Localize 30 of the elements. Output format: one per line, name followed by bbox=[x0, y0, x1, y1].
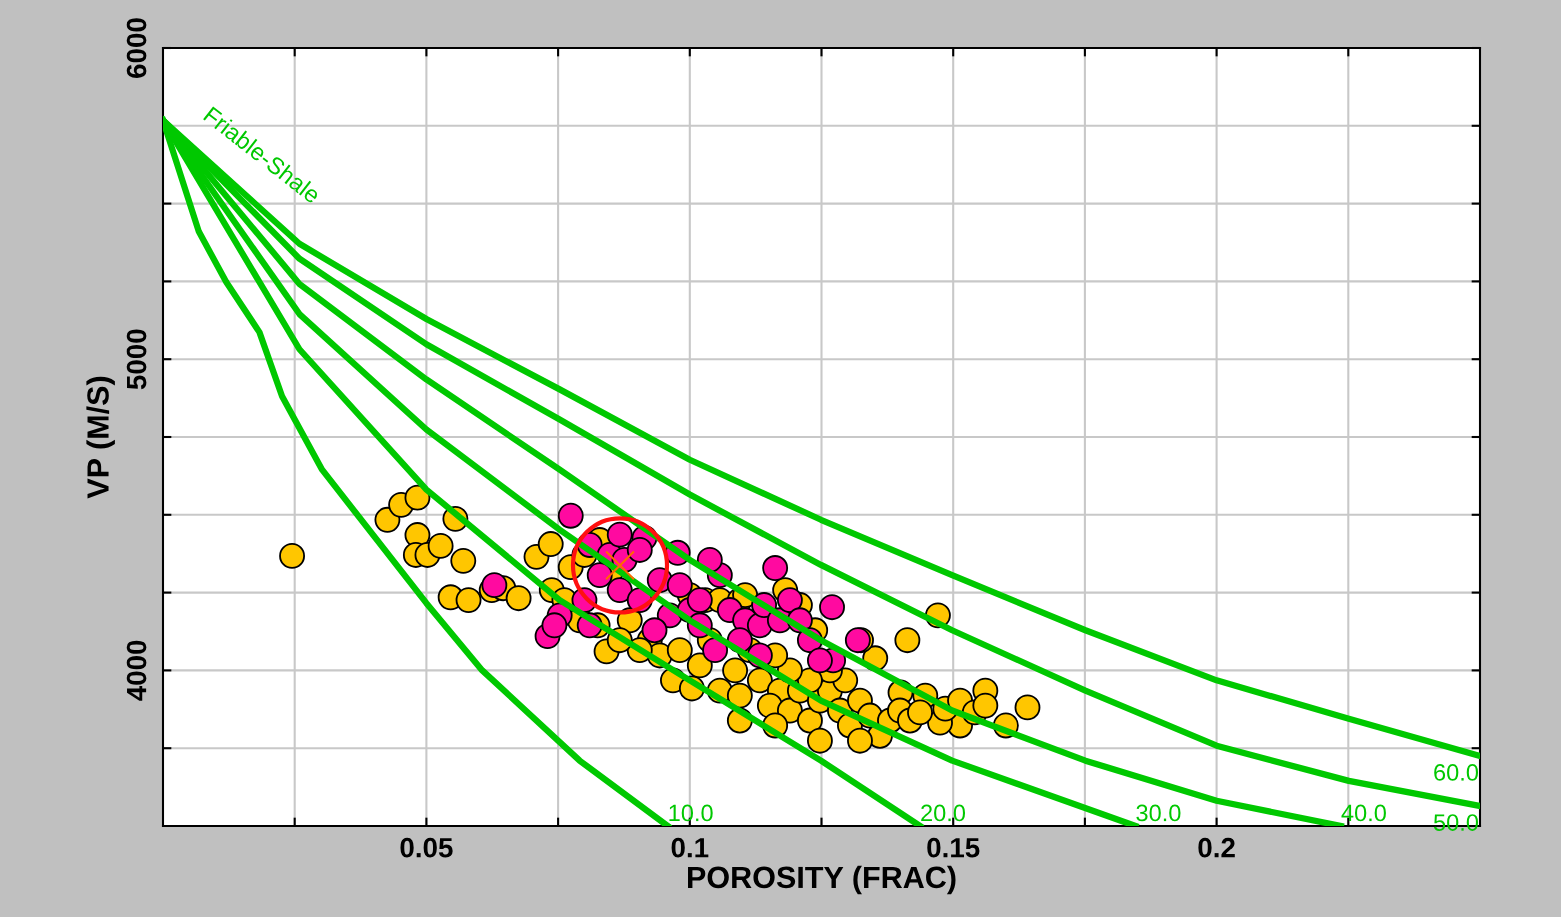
point bbox=[626, 537, 653, 563]
series-label: 30.0 bbox=[1136, 804, 1181, 822]
point bbox=[606, 521, 633, 548]
point bbox=[481, 572, 508, 599]
y-tick-label: 5000 bbox=[126, 329, 147, 390]
point bbox=[686, 587, 713, 614]
point bbox=[762, 555, 789, 581]
point bbox=[819, 594, 845, 621]
x-tick-label: 0.1 bbox=[671, 837, 709, 858]
series-label: 60.0 bbox=[1434, 764, 1479, 781]
point bbox=[586, 562, 613, 589]
point bbox=[806, 647, 833, 674]
point bbox=[666, 572, 693, 599]
y-tick-label: 6000 bbox=[126, 18, 147, 78]
x-axis-title: POROSITY (FRAC) bbox=[688, 865, 956, 895]
point bbox=[541, 612, 568, 639]
series-label: 40.0 bbox=[1341, 804, 1386, 822]
x-tick-label: 0.05 bbox=[400, 837, 453, 858]
point bbox=[557, 502, 584, 529]
point bbox=[844, 627, 871, 654]
point bbox=[776, 587, 803, 614]
x-tick-label: 0.15 bbox=[927, 837, 980, 858]
point bbox=[606, 577, 633, 604]
y-axis-title: VP (M/S) bbox=[86, 376, 115, 499]
point bbox=[641, 617, 668, 644]
series-label: 10.0 bbox=[669, 804, 713, 822]
series-label: 20.0 bbox=[921, 804, 966, 822]
point bbox=[702, 637, 729, 664]
x-tick-label: 0.2 bbox=[1198, 837, 1235, 858]
y-tick-label: 4000 bbox=[126, 640, 147, 701]
